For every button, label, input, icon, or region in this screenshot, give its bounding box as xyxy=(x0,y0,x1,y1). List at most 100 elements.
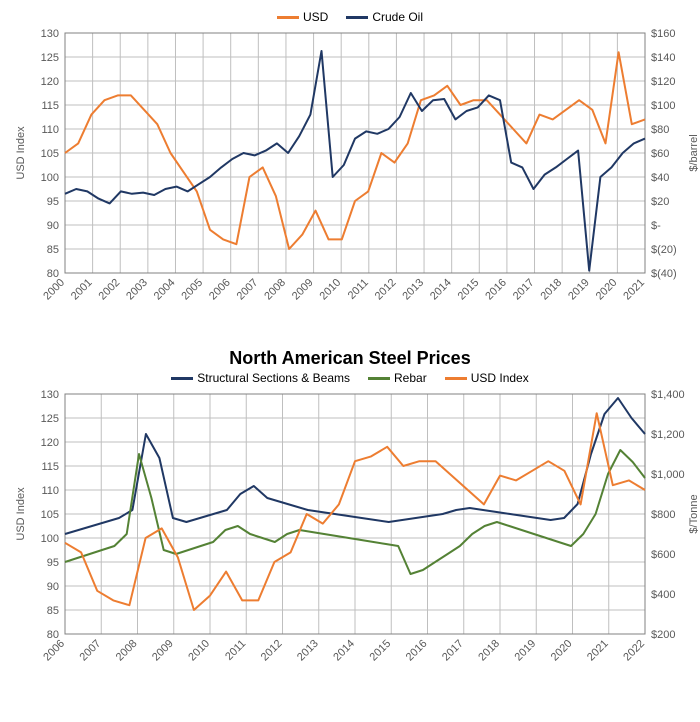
legend-swatch xyxy=(277,16,299,19)
legend-label: Structural Sections & Beams xyxy=(197,371,350,385)
svg-text:2021: 2021 xyxy=(585,638,611,664)
svg-text:$100: $100 xyxy=(651,100,675,112)
svg-text:$1,200: $1,200 xyxy=(651,429,685,441)
svg-text:2008: 2008 xyxy=(114,638,140,664)
svg-text:130: 130 xyxy=(41,389,59,401)
svg-text:2008: 2008 xyxy=(262,277,288,303)
svg-text:2011: 2011 xyxy=(223,638,248,663)
svg-text:$120: $120 xyxy=(651,76,675,88)
svg-text:2016: 2016 xyxy=(483,277,509,303)
steel-prices-chart: North American Steel Prices Structural S… xyxy=(10,348,690,679)
chart2-legend: Structural Sections & Beams Rebar USD Inde… xyxy=(10,371,690,385)
svg-text:2013: 2013 xyxy=(295,638,321,664)
svg-text:2007: 2007 xyxy=(235,277,261,303)
svg-text:2006: 2006 xyxy=(41,638,67,664)
legend-swatch xyxy=(368,377,390,380)
legend-item: USD Index xyxy=(445,371,529,385)
svg-text:2007: 2007 xyxy=(78,638,104,664)
legend-item: Crude Oil xyxy=(346,10,423,24)
svg-text:130: 130 xyxy=(41,28,59,40)
svg-text:$80: $80 xyxy=(651,124,669,136)
svg-text:120: 120 xyxy=(41,76,59,88)
svg-text:100: 100 xyxy=(41,533,59,545)
svg-text:$400: $400 xyxy=(651,589,675,601)
legend-item: Structural Sections & Beams xyxy=(171,371,350,385)
legend-item: USD xyxy=(277,10,328,24)
legend-label: Crude Oil xyxy=(372,10,423,24)
svg-text:$140: $140 xyxy=(651,52,675,64)
svg-text:2004: 2004 xyxy=(152,277,178,303)
legend-label: USD Index xyxy=(471,371,529,385)
svg-text:2015: 2015 xyxy=(368,638,394,664)
svg-text:2015: 2015 xyxy=(456,277,482,303)
svg-text:105: 105 xyxy=(41,509,59,521)
svg-text:$1,000: $1,000 xyxy=(651,469,685,481)
svg-text:2014: 2014 xyxy=(331,638,357,664)
svg-text:2010: 2010 xyxy=(318,277,344,303)
svg-text:$(40): $(40) xyxy=(651,268,677,280)
svg-text:2022: 2022 xyxy=(621,638,647,664)
usd-crude-chart: USDCrude Oil 808590951001051101151201251… xyxy=(10,10,690,318)
legend-item: Rebar xyxy=(368,371,427,385)
legend-label: USD xyxy=(303,10,328,24)
svg-text:105: 105 xyxy=(41,148,59,160)
svg-text:2006: 2006 xyxy=(207,277,233,303)
svg-text:$20: $20 xyxy=(651,196,669,208)
chart2-svg: 80859095100105110115120125130$200$400$60… xyxy=(10,389,700,679)
svg-text:2020: 2020 xyxy=(549,638,575,664)
svg-text:2000: 2000 xyxy=(41,277,67,303)
svg-text:90: 90 xyxy=(47,220,59,232)
svg-text:2019: 2019 xyxy=(513,638,539,664)
svg-text:2009: 2009 xyxy=(290,277,316,303)
chart1-svg: 80859095100105110115120125130$(40)$(20)$… xyxy=(10,28,700,318)
svg-text:2013: 2013 xyxy=(400,277,426,303)
svg-text:2002: 2002 xyxy=(97,277,123,303)
svg-text:$/Tonne: $/Tonne xyxy=(688,494,700,533)
svg-text:125: 125 xyxy=(41,413,59,425)
svg-text:$-: $- xyxy=(651,220,661,232)
svg-text:2018: 2018 xyxy=(476,638,502,664)
svg-text:95: 95 xyxy=(47,196,59,208)
svg-text:2012: 2012 xyxy=(373,277,399,303)
svg-text:2017: 2017 xyxy=(511,277,537,303)
chart2-title: North American Steel Prices xyxy=(10,348,690,369)
svg-text:110: 110 xyxy=(41,485,59,497)
svg-text:2016: 2016 xyxy=(404,638,430,664)
svg-text:2020: 2020 xyxy=(594,277,620,303)
chart1-legend: USD Crude Oil xyxy=(10,10,690,24)
svg-text:$(20): $(20) xyxy=(651,244,677,256)
svg-text:USD Index: USD Index xyxy=(15,487,27,541)
svg-text:2005: 2005 xyxy=(179,277,205,303)
legend-label: Rebar xyxy=(394,371,427,385)
svg-text:2003: 2003 xyxy=(124,277,150,303)
svg-text:2014: 2014 xyxy=(428,277,454,303)
svg-text:100: 100 xyxy=(41,172,59,184)
svg-text:$40: $40 xyxy=(651,172,669,184)
svg-text:85: 85 xyxy=(47,605,59,617)
svg-text:2011: 2011 xyxy=(346,277,371,302)
svg-text:85: 85 xyxy=(47,244,59,256)
svg-text:$800: $800 xyxy=(651,509,675,521)
legend-swatch xyxy=(171,377,193,380)
svg-text:2017: 2017 xyxy=(440,638,466,664)
svg-text:2010: 2010 xyxy=(186,638,212,664)
svg-text:$60: $60 xyxy=(651,148,669,160)
svg-text:$1,400: $1,400 xyxy=(651,389,685,401)
svg-text:2019: 2019 xyxy=(566,277,592,303)
svg-text:110: 110 xyxy=(41,124,59,136)
svg-text:95: 95 xyxy=(47,557,59,569)
svg-text:$600: $600 xyxy=(651,549,675,561)
svg-text:$160: $160 xyxy=(651,28,675,40)
svg-text:$200: $200 xyxy=(651,629,675,641)
svg-text:2012: 2012 xyxy=(259,638,285,664)
svg-text:125: 125 xyxy=(41,52,59,64)
svg-text:2018: 2018 xyxy=(538,277,564,303)
legend-swatch xyxy=(346,16,368,19)
svg-text:$/barrel: $/barrel xyxy=(688,134,700,171)
svg-text:90: 90 xyxy=(47,581,59,593)
svg-text:115: 115 xyxy=(41,461,59,473)
svg-text:2021: 2021 xyxy=(621,277,647,303)
svg-text:2001: 2001 xyxy=(69,277,95,303)
svg-text:115: 115 xyxy=(41,100,59,112)
svg-text:USD Index: USD Index xyxy=(15,126,27,180)
